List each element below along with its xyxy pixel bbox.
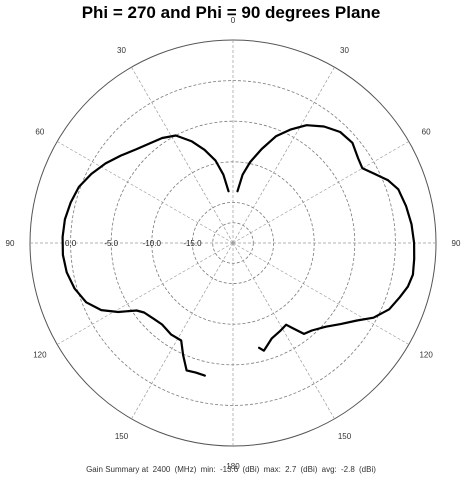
angle-label: 180 xyxy=(226,462,240,471)
summary-avg-label: avg: xyxy=(321,465,337,474)
gain-summary: Gain Summary at 2400 (MHz) min: -13.6 (d… xyxy=(0,465,462,474)
angle-label: 90 xyxy=(6,239,15,248)
angle-label: 150 xyxy=(115,432,129,441)
summary-frequency: 2400 xyxy=(152,465,171,474)
polar-grid xyxy=(29,39,437,447)
angle-label: 90 xyxy=(452,239,461,248)
angle-label: 30 xyxy=(340,46,349,55)
summary-avg-unit: (dBi) xyxy=(359,465,376,474)
grid-spoke xyxy=(131,242,234,419)
angle-label: 120 xyxy=(419,351,433,360)
angle-label: 60 xyxy=(422,128,431,137)
summary-frequency-unit: (MHz) xyxy=(174,465,197,474)
grid-spoke xyxy=(232,242,409,345)
summary-max-value: 2.7 xyxy=(285,465,297,474)
grid-spoke xyxy=(232,141,409,244)
grid-spoke xyxy=(232,242,335,419)
summary-max-label: max: xyxy=(263,465,281,474)
pattern-trace xyxy=(236,124,416,352)
summary-avg-value: -2.8 xyxy=(340,465,355,474)
grid-spoke xyxy=(232,67,335,244)
chart-title: Phi = 270 and Phi = 90 degrees Plane xyxy=(81,3,381,22)
summary-min-label: min: xyxy=(200,465,216,474)
radial-tick-label: -10.0 xyxy=(143,239,162,248)
summary-max-unit: (dBi) xyxy=(300,465,318,474)
angle-label: 150 xyxy=(338,432,352,441)
grid-spoke xyxy=(131,67,234,244)
angle-label: 120 xyxy=(33,351,47,360)
summary-min-unit: (dBi) xyxy=(242,465,260,474)
grid-spoke xyxy=(57,242,234,345)
summary-min-value: -13.6 xyxy=(219,465,239,474)
angle-label: 30 xyxy=(117,46,126,55)
angle-label: 0 xyxy=(231,16,236,25)
angle-label: 60 xyxy=(35,128,44,137)
angle-labels: 0 30 60 90 120 150 180 150 120 90 60 30 xyxy=(6,16,461,471)
summary-prefix: Gain Summary at xyxy=(86,465,149,474)
radial-tick-labels: 0.0 -5.0 -10.0 -15.0 xyxy=(65,239,202,248)
pattern-trace xyxy=(61,134,230,377)
radial-tick-label: -15.0 xyxy=(183,239,202,248)
grid-spoke xyxy=(57,141,234,244)
radial-tick-label: -5.0 xyxy=(104,239,118,248)
radial-tick-label: 0.0 xyxy=(65,239,77,248)
gain-pattern xyxy=(61,124,416,377)
